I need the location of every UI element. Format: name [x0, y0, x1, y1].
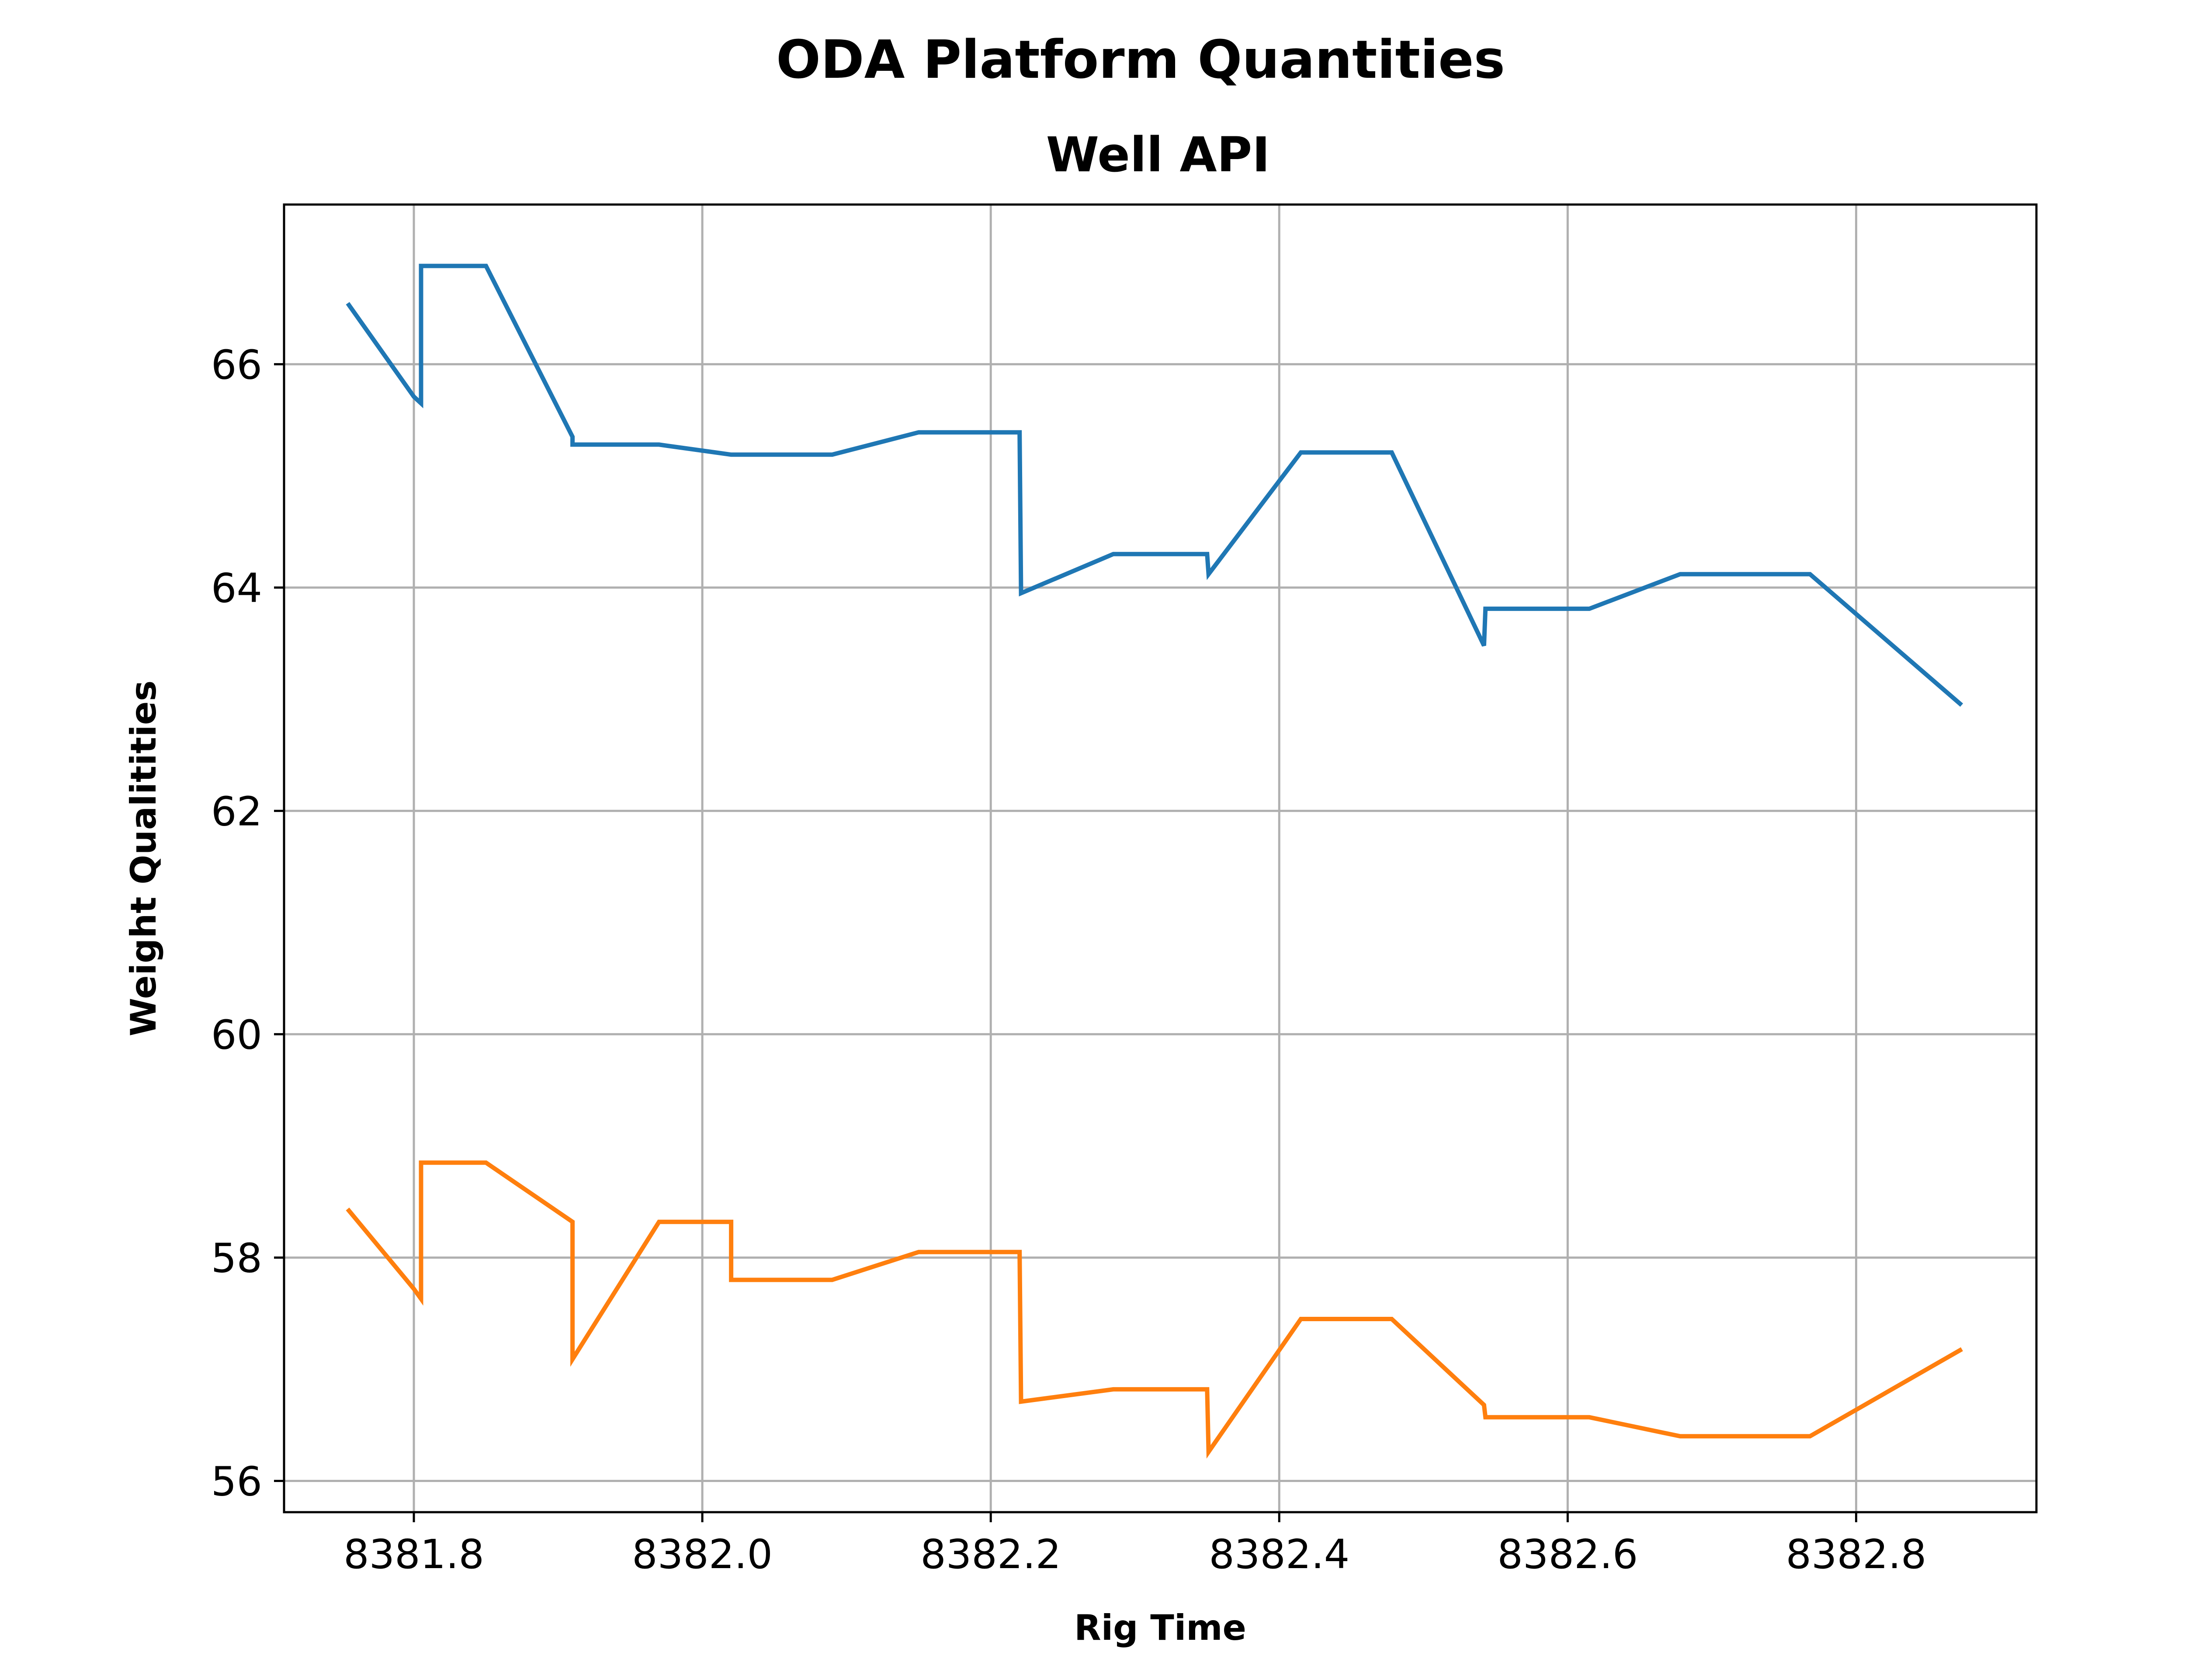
x-tick-label: 8382.4 — [1209, 1531, 1349, 1578]
plot-frame — [283, 203, 2038, 1513]
y-tick-label: 62 — [211, 788, 262, 835]
series-lines — [346, 264, 1963, 1459]
x-tick-label: 8382.0 — [632, 1531, 773, 1578]
series-line-2 — [346, 1160, 1963, 1459]
y-tick-label: 66 — [211, 341, 262, 388]
grid-lines — [284, 205, 2036, 1512]
series-line-1 — [346, 264, 1963, 707]
y-tick-label: 58 — [211, 1235, 262, 1281]
y-tick-label: 64 — [211, 565, 262, 611]
y-axis-label: Weight Qualitities — [123, 680, 164, 1036]
chart-title: ODA Platform Quantities — [776, 30, 1505, 90]
x-tick-label: 8381.8 — [343, 1531, 484, 1578]
y-tick-label: 56 — [211, 1458, 262, 1505]
y-tick-label: 60 — [211, 1011, 262, 1058]
x-tick-label: 8382.2 — [920, 1531, 1061, 1578]
x-tick-label: 8382.8 — [1786, 1531, 1926, 1578]
axis-ticks: 8381.8 8382.0 8382.2 8382.4 8382.6 8382.8 56 58… — [211, 341, 1926, 1578]
x-axis-label: Rig Time — [1074, 1607, 1246, 1648]
chart-subtitle: Well API — [1046, 127, 1270, 183]
x-tick-label: 8382.6 — [1497, 1531, 1638, 1578]
